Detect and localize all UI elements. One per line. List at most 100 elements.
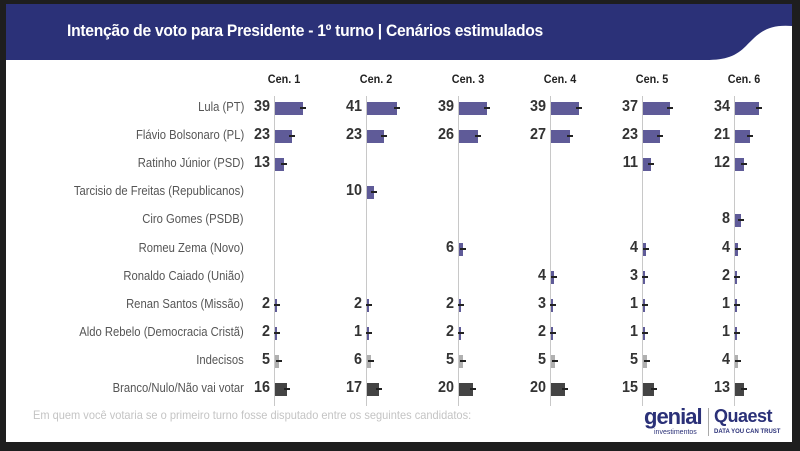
error-bar: [734, 247, 741, 250]
error-bar: [642, 247, 649, 250]
value-label: 13: [253, 154, 270, 172]
value-label: 3: [537, 294, 546, 312]
error-bar: [642, 331, 648, 334]
quaest-logo: Quaest: [714, 406, 773, 426]
row-label: Ratinho Júnior (PSD): [137, 156, 244, 171]
error-bar: [458, 303, 464, 306]
error-bar: [376, 388, 383, 390]
row-label: Romeu Zema (Novo): [138, 240, 244, 255]
row-label: Ronaldo Caiado (União): [123, 268, 244, 283]
error-bar: [740, 163, 747, 166]
row-label: Tarcisio de Freitas (Republicanos): [73, 184, 244, 199]
bar: [551, 130, 571, 144]
value-label: 15: [621, 379, 638, 396]
error-bar: [550, 275, 557, 278]
value-label: 6: [353, 350, 362, 368]
error-bar: [281, 163, 288, 166]
quaest-logo-subtitle: DATA YOU CAN TRUST: [714, 429, 781, 435]
column-axis: [458, 96, 459, 406]
column-header: Cen. 5: [635, 72, 669, 86]
header-banner: [6, 4, 792, 60]
bar: [275, 158, 285, 172]
error-bar: [650, 388, 657, 390]
genial-logo: genial: [644, 404, 703, 429]
row-label: Lula (PT): [197, 100, 244, 114]
column-header: Cen. 1: [267, 72, 301, 86]
value-label: 2: [445, 294, 454, 312]
bar: [643, 102, 670, 115]
value-label: 26: [437, 126, 454, 144]
error-bar: [666, 107, 673, 109]
value-label: 39: [253, 98, 270, 115]
value-label: 1: [629, 322, 638, 340]
row-label: Renan Santos (Missão): [126, 296, 244, 311]
error-bar: [460, 247, 467, 250]
error-bar: [747, 135, 754, 138]
value-label: 8: [721, 210, 730, 228]
bar: [735, 383, 745, 396]
value-label: 12: [713, 154, 730, 172]
error-bar: [567, 135, 574, 138]
value-label: 10: [345, 182, 362, 200]
value-label: 21: [713, 126, 730, 144]
error-bar: [368, 359, 375, 362]
error-bar: [380, 135, 387, 138]
value-label: 16: [253, 379, 270, 396]
error-bar: [550, 331, 556, 334]
error-bar: [274, 331, 280, 334]
bar: [459, 383, 474, 396]
value-label: 2: [261, 294, 270, 312]
column-axis: [550, 96, 551, 406]
error-bar: [734, 331, 740, 334]
value-label: 2: [537, 322, 546, 340]
value-label: 2: [721, 266, 730, 284]
error-bar: [470, 388, 477, 390]
value-label: 20: [437, 379, 454, 396]
value-label: 6: [445, 238, 454, 256]
bar: [735, 102, 760, 115]
error-bar: [734, 359, 741, 362]
value-label: 5: [445, 350, 454, 368]
page-title: Intenção de voto para Presidente - 1º tu…: [67, 21, 543, 40]
row-label: Branco/Nulo/Não vai votar: [112, 381, 244, 395]
error-bar: [274, 303, 280, 306]
value-label: 1: [721, 294, 730, 312]
value-label: 37: [621, 98, 638, 115]
bar: [275, 130, 292, 144]
value-label: 2: [353, 294, 362, 312]
value-label: 27: [529, 126, 546, 144]
value-label: 1: [353, 322, 362, 340]
bar: [735, 158, 744, 172]
error-bar: [734, 275, 740, 278]
row-label: Aldo Rebelo (Democracia Cristã): [79, 324, 244, 339]
column-header: Cen. 3: [451, 72, 485, 86]
value-label: 2: [445, 322, 454, 340]
error-bar: [300, 107, 307, 109]
value-label: 41: [345, 98, 362, 115]
error-bar: [734, 303, 740, 306]
value-label: 3: [629, 266, 638, 284]
column-axis: [274, 96, 275, 406]
bar: [643, 383, 654, 396]
value-label: 2: [261, 322, 270, 340]
error-bar: [474, 135, 481, 138]
column-axis: [366, 96, 367, 406]
header-shape: [6, 4, 792, 60]
bar: [735, 130, 751, 144]
row-label: Indecisos: [196, 352, 244, 367]
error-bar: [647, 163, 654, 166]
error-bar: [642, 275, 649, 278]
value-label: 23: [345, 126, 362, 144]
bar: [367, 102, 397, 115]
bar: [551, 383, 566, 396]
value-label: 1: [629, 294, 638, 312]
error-bar: [366, 331, 372, 334]
value-label: 4: [721, 350, 730, 368]
error-bar: [741, 388, 748, 390]
error-bar: [551, 359, 558, 362]
error-bar: [484, 107, 491, 109]
error-bar: [371, 191, 378, 194]
error-bar: [642, 303, 648, 306]
bar: [459, 102, 488, 115]
bar: [275, 383, 287, 396]
